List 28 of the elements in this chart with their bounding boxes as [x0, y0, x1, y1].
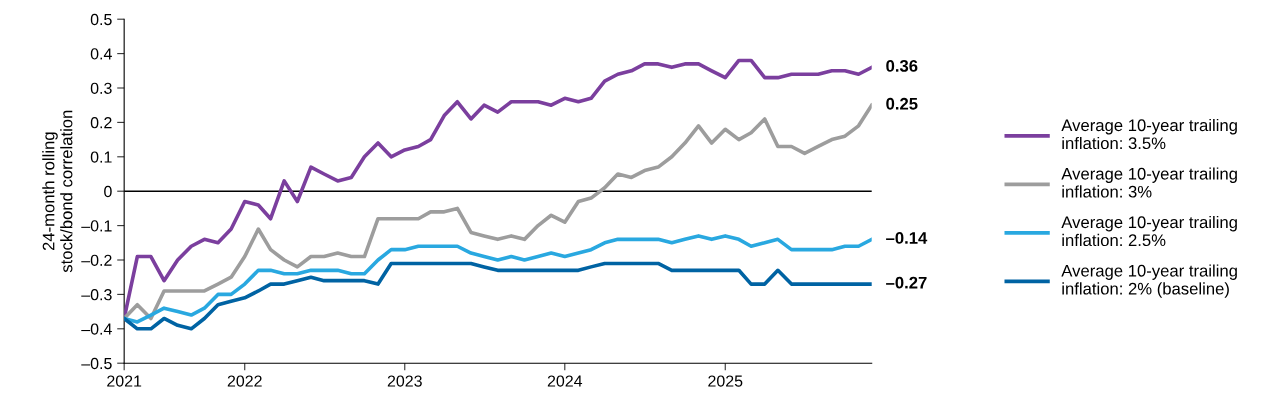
legend-label: Average 10-year trailing inflation: 3%: [1061, 167, 1237, 198]
line-series: [124, 103, 872, 321]
annotation: 0.25: [886, 97, 918, 110]
y-tick-label: –0.3: [81, 289, 112, 301]
line-series: [124, 261, 872, 331]
line-series: [124, 234, 872, 324]
y-tick-label: –0.5: [81, 357, 112, 370]
x-tick-label: 2021: [107, 375, 142, 387]
y-tick-label: –0.2: [81, 254, 112, 266]
y-tick-label: 0.2: [90, 117, 112, 129]
y-tick-label: –0.4: [81, 323, 112, 335]
legend-label: Average 10-year trailing inflation: 2.5%: [1061, 215, 1237, 247]
annotation: 0.36: [886, 60, 918, 72]
annotation: –0.14: [886, 232, 928, 244]
x-tick-label: 2023: [387, 375, 422, 387]
y-tick-label: 0.1: [90, 151, 112, 163]
x-tick-label: 2025: [708, 375, 743, 387]
y-tick-label: 0: [104, 185, 112, 198]
y-tick-label: 0.4: [90, 48, 112, 60]
x-tick-label: 2024: [547, 375, 583, 387]
y-tick-label: 0.5: [90, 13, 112, 26]
y-axis-title: 24-month rolling stock/bond correlation: [42, 110, 73, 273]
legend-label: Average 10-year trailing inflation: 2% (baseline): [1061, 264, 1237, 298]
legend-label: Average 10-year trailing inflation: 3.5%: [1061, 118, 1237, 150]
x-tick-label: 2022: [227, 375, 262, 387]
y-tick-label: –0.1: [81, 220, 112, 232]
y-tick-label: 0.3: [90, 82, 112, 94]
annotation: –0.27: [886, 276, 927, 289]
